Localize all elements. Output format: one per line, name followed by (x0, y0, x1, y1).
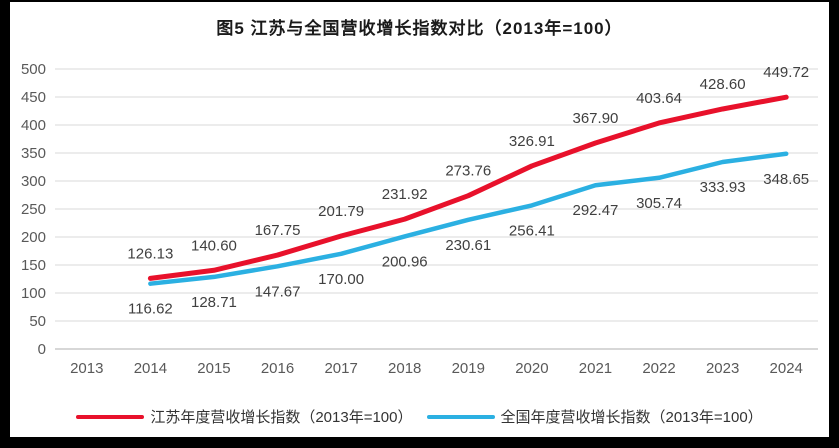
data-label: 348.65 (763, 171, 809, 188)
data-label: 428.60 (700, 76, 746, 93)
series-line (148, 151, 789, 286)
data-label: 147.67 (255, 283, 301, 300)
data-label: 326.91 (509, 133, 555, 150)
data-label: 305.74 (636, 195, 682, 212)
y-tick-label: 150 (21, 257, 46, 274)
legend-line-sample-national (426, 414, 495, 419)
chart-title: 图5 江苏与全国营收增长指数对比（2013年=100） (216, 19, 623, 38)
data-label: 170.00 (318, 271, 364, 288)
y-tick-label: 250 (21, 201, 46, 218)
legend-label-jiangsu: 江苏年度营收增长指数（2013年=100） (150, 409, 413, 426)
x-tick-label: 2021 (579, 360, 612, 377)
legend-label-national: 全国年度营收增长指数（2013年=100） (500, 409, 763, 426)
data-label: 333.93 (700, 179, 746, 196)
data-label: 231.92 (382, 186, 428, 203)
legend-item-jiangsu: 江苏年度营收增长指数（2013年=100） (76, 406, 413, 427)
x-tick-label: 2017 (324, 360, 357, 377)
series-line (147, 94, 789, 281)
y-tick-label: 200 (21, 229, 46, 246)
x-tick-label: 2013 (70, 360, 103, 377)
data-label: 292.47 (573, 202, 619, 219)
data-label: 167.75 (255, 222, 301, 239)
data-label: 449.72 (763, 64, 809, 81)
data-label: 403.64 (636, 90, 682, 107)
y-tick-label: 350 (21, 145, 46, 162)
plot-area-wrap: 0 50 100 150 200 250 300 350 400 450 500 2013 2014 20… (10, 49, 829, 404)
y-tick-label: 0 (38, 341, 46, 358)
x-tick-label: 2015 (197, 360, 230, 377)
x-tick-label: 2020 (515, 360, 548, 377)
x-tick-label: 2024 (770, 360, 803, 377)
data-label: 200.96 (382, 253, 428, 270)
x-tick-label: 2014 (134, 360, 167, 377)
x-tick-label: 2016 (261, 360, 294, 377)
data-label: 140.60 (191, 237, 237, 254)
x-tick-label: 2019 (452, 360, 485, 377)
y-tick-label: 50 (29, 313, 46, 330)
x-tick-label: 2018 (388, 360, 421, 377)
x-tick-label: 2023 (706, 360, 739, 377)
y-tick-label: 500 (21, 61, 46, 78)
legend-item-national: 全国年度营收增长指数（2013年=100） (426, 406, 763, 427)
data-label: 116.62 (128, 301, 173, 318)
chart-card: 图5 江苏与全国营收增长指数对比（2013年=100） 0 50 100 150 200… (10, 2, 829, 437)
x-tick-label: 2022 (642, 360, 675, 377)
y-tick-label: 450 (21, 89, 46, 106)
data-label: 126.13 (127, 245, 173, 262)
data-label: 367.90 (573, 110, 619, 127)
legend-line-sample-jiangsu (76, 414, 145, 419)
data-label: 230.61 (445, 237, 491, 254)
data-label: 128.71 (191, 294, 237, 311)
y-tick-label: 400 (21, 117, 46, 134)
y-tick-label: 300 (21, 173, 46, 190)
line-chart: 0 50 100 150 200 250 300 350 400 450 500 2013 2014 20… (21, 61, 818, 377)
data-label: 201.79 (318, 203, 364, 220)
chart-legend: 江苏年度营收增长指数（2013年=100） 全国年度营收增长指数（2013年=1… (10, 406, 829, 427)
data-label: 273.76 (445, 163, 491, 180)
y-tick-label: 100 (21, 285, 46, 302)
data-label: 256.41 (509, 222, 555, 239)
